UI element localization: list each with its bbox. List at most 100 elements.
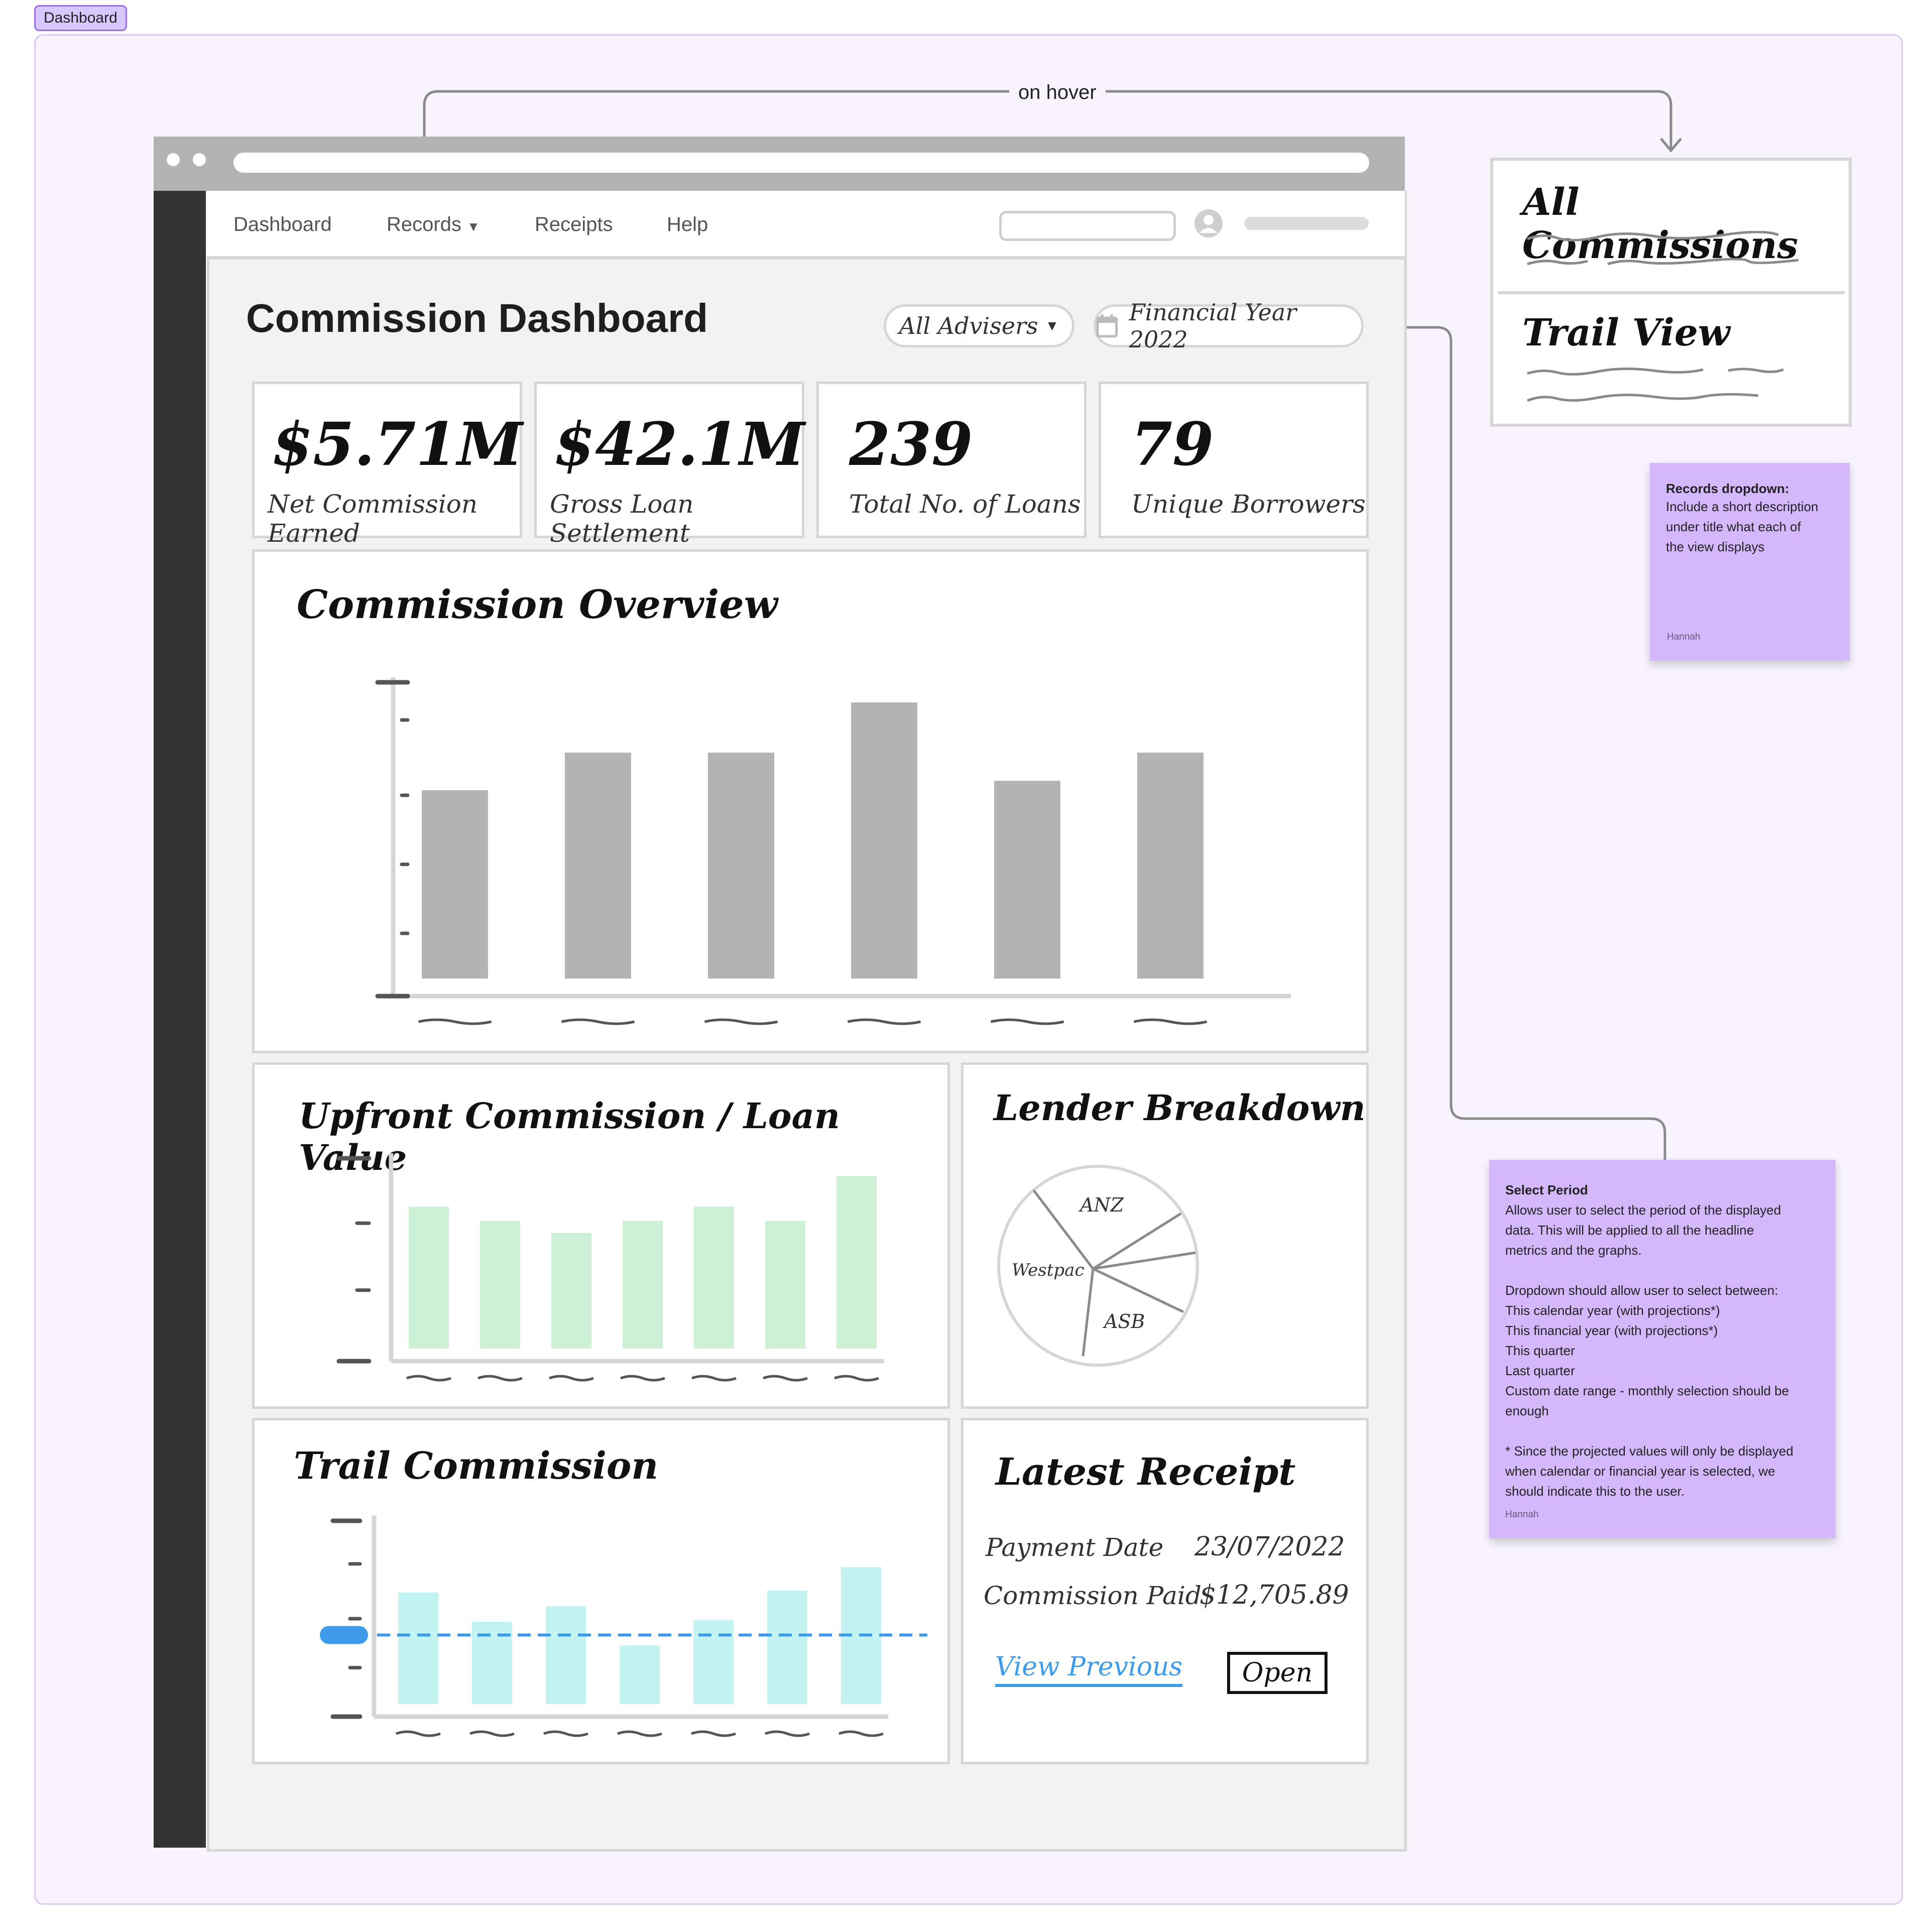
chart-bar [546, 1606, 586, 1704]
chevron-down-icon: ▼ [467, 219, 480, 234]
commission-overview-chart [375, 677, 1291, 1025]
chart-bar [765, 1221, 805, 1349]
menu-item-trail-view[interactable]: Trail View [1522, 311, 1730, 354]
chart-bar [994, 781, 1060, 979]
x-tick-label [396, 1730, 441, 1737]
x-tick-label [543, 1730, 588, 1737]
sticky-title: Select Period [1505, 1182, 1588, 1197]
view-previous-link[interactable]: View Previous [995, 1652, 1183, 1687]
metric-value: $42.1M [554, 409, 805, 479]
metric-card-total-loans: 239 Total No. of Loans [816, 382, 1087, 538]
chart-bar [767, 1590, 807, 1704]
sticky-line: metrics and the graphs. [1505, 1243, 1642, 1258]
sticky-line: data. This will be applied to all the he… [1505, 1223, 1754, 1238]
chart-bar [851, 702, 917, 979]
chart-bar [480, 1221, 520, 1349]
user-avatar-icon[interactable] [1193, 208, 1224, 239]
metric-card-net-commission: $5.71M Net Commission Earned [252, 382, 523, 548]
trail-commission-card: Trail Commission [252, 1418, 950, 1764]
chart-bar [620, 1645, 660, 1704]
x-tick-label [477, 1375, 523, 1382]
pie-label-anz: ANZ [1078, 1194, 1124, 1216]
nav-dashboard[interactable]: Dashboard [233, 213, 332, 235]
latest-receipt-card: Latest Receipt Payment Date 23/07/2022 C… [961, 1418, 1369, 1764]
chart-bar [551, 1233, 591, 1349]
commission-paid-value: $12,705.89 [1199, 1580, 1349, 1610]
x-tick-label [620, 1375, 665, 1382]
url-bar[interactable] [233, 153, 1369, 173]
chart-bar [694, 1206, 734, 1349]
pie-slice-edge [1033, 1189, 1094, 1270]
sticky-author: Hannah [1667, 632, 1701, 642]
chart-bar [836, 1176, 877, 1349]
sticky-line: This financial year (with projections*) [1505, 1323, 1718, 1338]
chart-bar [565, 753, 631, 979]
placeholder-scribble [1527, 231, 1799, 266]
chart-bar [1137, 753, 1203, 979]
x-tick-label [704, 1018, 778, 1025]
left-sidebar [154, 191, 206, 1848]
pie-slice-edge [1081, 1268, 1095, 1357]
sticky-line: when calendar or financial year is selec… [1505, 1464, 1775, 1479]
nav-receipts[interactable]: Receipts [535, 213, 613, 235]
metric-card-gross-loan: $42.1M Gross Loan Settlement [534, 382, 805, 548]
nav-help[interactable]: Help [667, 213, 708, 235]
sticky-line: should indicate this to the user. [1505, 1484, 1685, 1499]
sticky-title: Records dropdown: [1666, 481, 1789, 496]
payment-date-label: Payment Date [986, 1533, 1164, 1562]
x-tick-label [847, 1018, 921, 1025]
metric-label: Net Commission Earned [268, 490, 478, 548]
pie-slice-edge [1092, 1212, 1182, 1270]
sticky-line: This quarter [1505, 1343, 1575, 1358]
x-tick-label [765, 1730, 810, 1737]
sticky-line: Last quarter [1505, 1363, 1575, 1378]
window-dot [193, 153, 206, 166]
open-receipt-button[interactable]: Open [1227, 1652, 1328, 1694]
username-placeholder [1244, 217, 1369, 230]
nav-records[interactable]: Records ▼ [387, 213, 480, 236]
nav-records-label: Records [387, 213, 461, 235]
page-title: Commission Dashboard [246, 296, 708, 340]
commission-overview-card: Commission Overview [252, 549, 1369, 1053]
sticky-author: Hannah [1505, 1509, 1539, 1520]
pie-slice-edge [1093, 1251, 1196, 1270]
x-tick-label [691, 1730, 736, 1737]
search-input[interactable] [999, 211, 1176, 241]
pie-label-westpac: Westpac [1012, 1260, 1084, 1280]
x-tick-label [418, 1018, 492, 1025]
sticky-line: * Since the projected values will only b… [1505, 1443, 1793, 1459]
frame-label: Dashboard [34, 5, 127, 31]
pie-label-asb: ASB [1103, 1310, 1145, 1333]
sticky-line: Custom date range - monthly selection sh… [1505, 1383, 1789, 1398]
sticky-note-records: Records dropdown: Include a short descri… [1650, 463, 1850, 661]
sticky-line [1505, 1260, 1820, 1280]
upfront-commission-chart [336, 1153, 884, 1382]
sticky-line [1505, 1421, 1820, 1441]
x-tick-label [469, 1730, 515, 1737]
chart-bar [708, 753, 774, 979]
x-tick-label [691, 1375, 737, 1382]
x-tick-label [834, 1375, 879, 1382]
target-marker [320, 1626, 368, 1644]
x-tick-label [763, 1375, 808, 1382]
lender-pie-chart: ANZ ASB Westpac [997, 1165, 1199, 1367]
metric-label: Unique Borrowers [1131, 490, 1366, 519]
window-dot [167, 153, 180, 166]
receipt-title: Latest Receipt [996, 1451, 1296, 1494]
sticky-line: under title what each of [1666, 519, 1801, 534]
records-dropdown-menu: All Commissions Trail View [1490, 158, 1852, 427]
chart-bar [409, 1206, 449, 1349]
metric-label: Total No. of Loans [849, 490, 1081, 519]
chart-bar [693, 1620, 734, 1704]
advisers-dropdown[interactable]: All Advisers ▼ [884, 304, 1074, 347]
metric-value: $5.71M [272, 409, 523, 479]
financial-year-dropdown[interactable]: Financial Year 2022 [1094, 299, 1364, 353]
calendar-icon [1096, 314, 1118, 338]
placeholder-scribble [1527, 367, 1784, 402]
chart-title: Trail Commission [294, 1444, 659, 1488]
metric-label: Gross Loan Settlement [550, 490, 694, 548]
menu-divider [1498, 291, 1845, 294]
sticky-line: Dropdown should allow user to select bet… [1505, 1283, 1778, 1298]
pie-outline [997, 1165, 1199, 1367]
lender-breakdown-card: Lender Breakdown ANZ ASB Westpac [961, 1062, 1369, 1409]
